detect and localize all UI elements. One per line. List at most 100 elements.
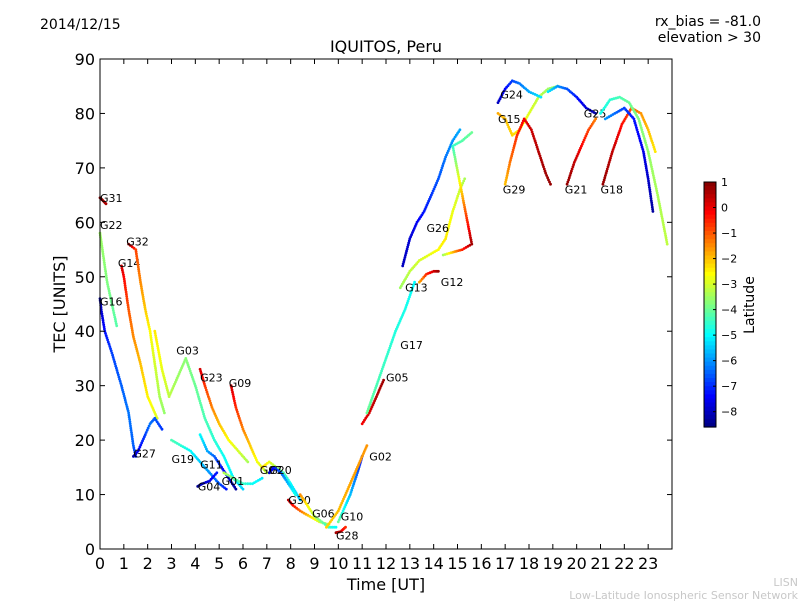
data-point [127,312,131,315]
data-point [100,310,103,313]
colorbar-segment [704,275,716,281]
data-point [511,150,515,154]
data-point [111,356,115,359]
series-g18b [599,95,669,246]
data-point [424,206,428,209]
data-point [154,371,158,374]
data-point [169,391,173,394]
data-point [657,198,660,201]
data-point [125,403,128,406]
data-point [410,289,414,292]
data-point [646,175,650,179]
data-point [247,442,251,445]
data-point [643,137,646,140]
data-point [650,167,654,171]
data-point [659,210,663,214]
data-point [151,347,155,350]
data-point [212,410,216,413]
data-point [455,166,459,170]
data-point [402,260,406,264]
colorbar-segment [704,206,716,212]
y-axis-label: TEC [UNITS] [50,256,69,354]
data-point [174,380,177,384]
data-point [650,203,654,207]
data-point [634,124,638,127]
data-point [644,162,647,166]
series-g20: G20 [267,464,297,496]
data-point [390,340,394,344]
series-g21: G21 [565,117,598,197]
data-point [516,131,520,135]
data-point [142,379,146,383]
data-point [184,357,188,360]
data-point [101,318,105,322]
data-point [643,139,647,143]
data-point [594,117,598,121]
data-point [140,289,144,292]
data-point [372,401,376,405]
data-point [465,218,469,222]
data-point [163,378,167,382]
data-point [246,460,250,464]
data-point [405,249,408,253]
colorbar-segment [704,316,716,322]
data-point [156,344,160,348]
data-point [608,158,612,162]
data-point [609,154,613,158]
data-point [232,395,235,398]
data-point [154,369,158,372]
data-point [450,214,453,218]
data-point [571,165,575,169]
data-point [570,169,573,173]
data-point [453,155,457,159]
x-tick-label: 12 [376,554,396,573]
data-point [135,349,139,353]
x-tick-label: 9 [309,554,319,573]
data-point [510,154,513,158]
data-point [470,242,474,246]
data-point [510,152,514,156]
data-point [354,475,358,479]
data-point [638,137,641,140]
data-point [139,362,142,366]
data-point [160,367,164,371]
data-point [530,128,533,132]
y-tick-label: 50 [75,268,95,287]
data-point [113,362,117,366]
satellite-label: G23 [200,372,223,385]
data-point [466,220,469,224]
data-point [648,188,652,192]
colorbar-tick-label: −1 [721,227,737,240]
data-point [640,128,644,132]
y-tick-label: 70 [75,159,95,178]
data-point [463,205,466,209]
data-point [647,179,650,183]
data-point [156,386,160,390]
data-point [113,317,117,321]
data-point [166,391,170,394]
data-point [407,241,411,245]
data-point [134,343,138,347]
data-point [643,158,647,162]
colorbar-segment [704,365,716,371]
x-tick-label: 10 [328,554,348,573]
data-point [391,336,395,339]
data-point [260,476,264,480]
data-point [129,426,133,430]
data-point [365,411,369,415]
data-point [121,390,125,394]
data-point [406,299,410,303]
data-point [443,157,447,161]
data-point [135,252,138,256]
data-point [646,128,650,132]
data-point [201,378,205,381]
data-point [456,173,460,176]
data-point [457,192,460,196]
data-point [636,130,640,134]
data-point [536,148,540,151]
data-point [641,148,645,151]
data-point [196,393,200,396]
data-point [109,298,113,301]
data-point [128,418,132,421]
data-point [124,288,128,292]
